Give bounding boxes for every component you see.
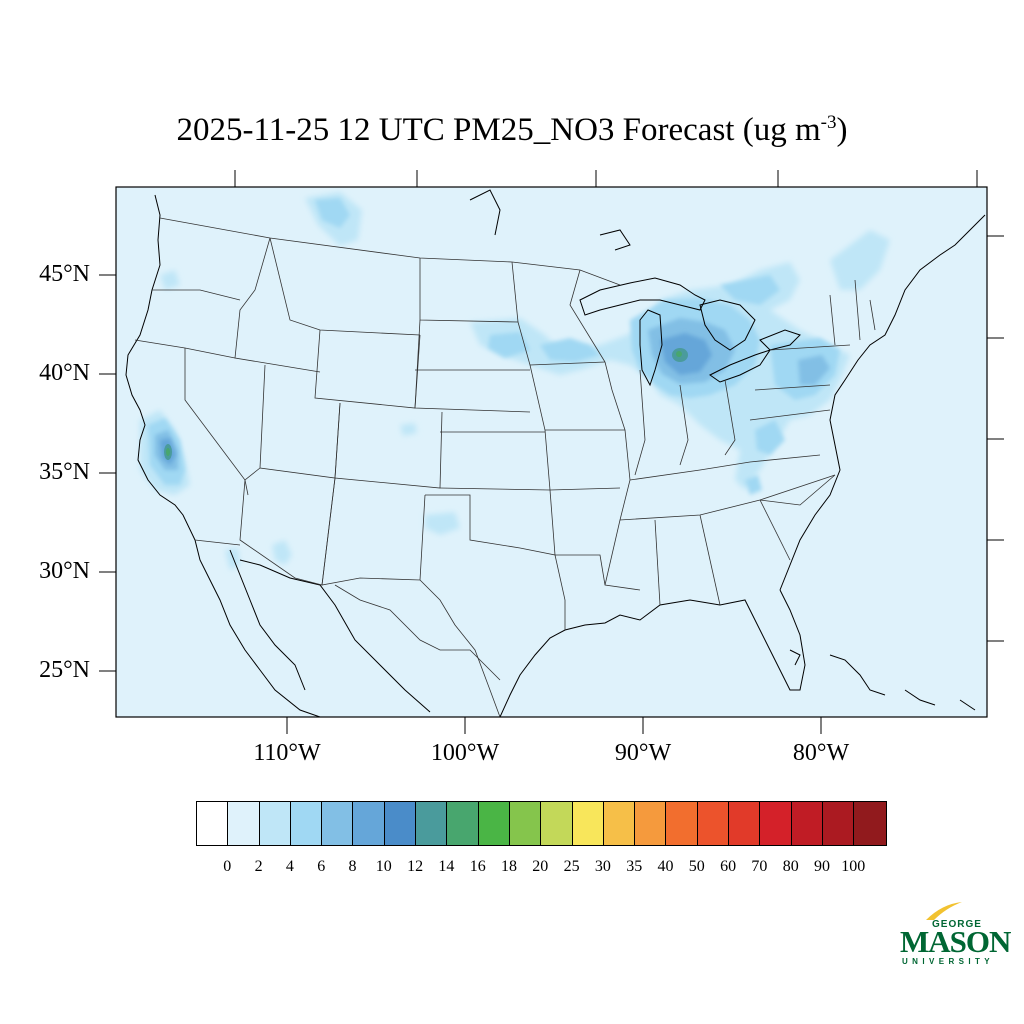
colorbar-tick-label: 12 [407, 858, 424, 875]
colorbar-swatch [760, 802, 792, 845]
gmu-logo: GEORGE MASON UNIVERSITY [896, 900, 1011, 970]
logo-swoosh-icon [926, 902, 962, 920]
map-title: 2025-11-25 12 UTC PM25_NO3 Forecast (ug … [0, 112, 1024, 149]
state-boundaries [134, 217, 876, 717]
colorbar-swatch [228, 802, 260, 845]
colorbar-tick-label: 80 [782, 858, 799, 875]
bottom-ticks [286, 717, 822, 734]
map-title-text: 2025-11-25 12 UTC PM25_NO3 Forecast (ug … [176, 112, 821, 148]
logo-university: UNIVERSITY [902, 957, 995, 966]
colorbar-tick-label: 2 [254, 858, 263, 875]
colorbar-tick-label: 90 [814, 858, 830, 875]
colorbar-swatch [791, 802, 823, 845]
colorbar-swatch [666, 802, 698, 845]
colorbar-swatch [509, 802, 542, 845]
top-ticks [234, 170, 978, 187]
colorbar-swatch [541, 802, 573, 845]
colorbar-tick-label: 18 [501, 858, 517, 875]
lat-label-30: 30°N [39, 558, 90, 584]
colorbar-swatch [384, 802, 417, 845]
coastlines [125, 189, 986, 717]
colorbar-swatch [697, 802, 730, 845]
colorbar-tick-label: 0 [223, 858, 232, 875]
left-ticks [99, 274, 116, 672]
lat-label-25: 25°N [39, 657, 90, 683]
colorbar-tick-label: 50 [688, 858, 705, 875]
lon-label-90w: 90°W [614, 740, 672, 766]
lat-label-40: 40°N [39, 360, 90, 386]
colorbar-tick-label: 14 [438, 858, 455, 875]
logo-mason: MASON [900, 924, 1011, 959]
colorbar-swatch [729, 802, 761, 845]
colorbar-swatch [322, 802, 354, 845]
colorbar-tick-label: 100 [841, 858, 866, 875]
lon-label-80w: 80°W [792, 740, 850, 766]
lon-label-110w: 110°W [253, 740, 321, 766]
colorbar-tick-label: 4 [285, 858, 294, 875]
map-frame [115, 186, 988, 718]
colorbar-tick-label: 30 [594, 858, 611, 875]
logo-george: GEORGE [932, 919, 982, 930]
colorbar-tick-label: 40 [657, 858, 674, 875]
colorbar-swatch [822, 802, 855, 845]
colorbar-tick-label: 20 [532, 858, 549, 875]
colorbar-tick-label: 8 [348, 858, 357, 875]
lat-label-45: 45°N [39, 261, 90, 287]
colorbar-swatch [416, 802, 448, 845]
colorbar-swatch [290, 802, 323, 845]
colorbar-swatch [259, 802, 291, 845]
colorbar-tick-label: 60 [720, 858, 737, 875]
colorbar-tick-label: 35 [626, 858, 643, 875]
colorbar-tick-label: 70 [751, 858, 768, 875]
concentration-contours [125, 189, 986, 717]
colorbar-swatch [197, 802, 229, 845]
map-title-superscript: -3 [820, 112, 837, 133]
right-ticks [987, 235, 1004, 642]
colorbar-swatch [353, 802, 385, 845]
map-title-close: ) [836, 112, 848, 148]
colorbar-tick-label: 6 [317, 858, 326, 875]
lon-label-100w: 100°W [430, 740, 500, 766]
colorbar-swatch [603, 802, 636, 845]
lat-label-35: 35°N [39, 459, 90, 485]
colorbar-swatch [572, 802, 604, 845]
colorbar-swatch [854, 802, 886, 845]
colorbar [196, 801, 887, 846]
colorbar-tick-label: 10 [375, 858, 392, 875]
colorbar-swatch [447, 802, 479, 845]
colorbar-swatch [478, 802, 510, 845]
colorbar-tick-label: 25 [563, 858, 580, 875]
colorbar-tick-label: 16 [469, 858, 486, 875]
colorbar-swatch [635, 802, 667, 845]
